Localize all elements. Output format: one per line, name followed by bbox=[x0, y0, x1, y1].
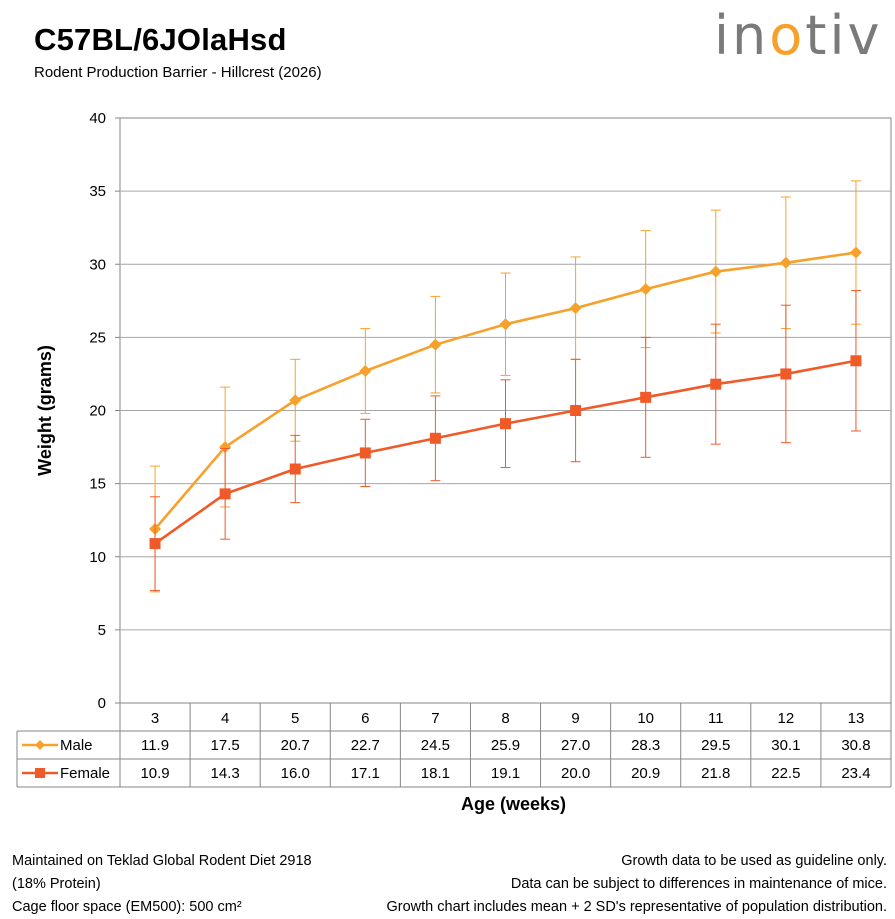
data-point-male bbox=[499, 318, 512, 331]
page-title: C57BL/6JOlaHsd bbox=[34, 22, 287, 57]
data-label: 30.8 bbox=[841, 737, 870, 754]
notes-right: Growth data to be used as guideline only… bbox=[387, 850, 887, 919]
data-point-female bbox=[570, 405, 582, 416]
note-left-line: (18% Protein) bbox=[12, 876, 101, 892]
data-point-male bbox=[429, 338, 442, 351]
data-point-female bbox=[219, 488, 231, 500]
note-right-line: Data can be subject to differences in ma… bbox=[510, 876, 887, 892]
note-right-line: Growth data to be used as guideline only… bbox=[621, 853, 887, 869]
data-label: 22.7 bbox=[351, 737, 380, 754]
note-left-line: Maintained on Teklad Global Rodent Diet … bbox=[12, 853, 312, 869]
data-label: 21.8 bbox=[701, 765, 730, 782]
data-label: 20.0 bbox=[561, 765, 590, 782]
x-tick-label: 3 bbox=[151, 710, 159, 727]
data-point-female bbox=[359, 447, 371, 459]
legend-marker bbox=[35, 768, 45, 778]
y-tick-label: 35 bbox=[89, 183, 106, 200]
data-point-male bbox=[219, 441, 232, 454]
data-label: 19.1 bbox=[491, 765, 520, 782]
data-label: 23.4 bbox=[841, 765, 870, 782]
y-tick-label: 20 bbox=[89, 403, 106, 420]
data-point-female bbox=[640, 391, 652, 403]
legend-label-male: Male bbox=[60, 737, 93, 754]
data-label: 24.5 bbox=[421, 737, 450, 754]
y-tick-label: 30 bbox=[89, 256, 106, 273]
x-axis-label: Age (weeks) bbox=[461, 794, 566, 814]
y-tick-label: 40 bbox=[89, 110, 106, 127]
data-label: 16.0 bbox=[281, 765, 310, 782]
data-point-female bbox=[289, 463, 301, 475]
y-axis-label: Weight (grams) bbox=[35, 345, 55, 476]
x-tick-label: 9 bbox=[571, 710, 579, 727]
x-tick-label: 4 bbox=[221, 710, 229, 727]
data-label: 10.9 bbox=[140, 765, 169, 782]
data-label: 20.7 bbox=[281, 737, 310, 754]
logo-text-pre: in bbox=[714, 4, 770, 67]
data-label: 17.1 bbox=[351, 765, 380, 782]
data-label: 28.3 bbox=[631, 737, 660, 754]
data-label: 30.1 bbox=[771, 737, 800, 754]
data-label: 20.9 bbox=[631, 765, 660, 782]
y-tick-label: 25 bbox=[89, 329, 106, 346]
notes-left: Maintained on Teklad Global Rodent Diet … bbox=[12, 850, 312, 919]
y-tick-label: 0 bbox=[98, 695, 106, 712]
data-label: 27.0 bbox=[561, 737, 590, 754]
y-tick-label: 15 bbox=[89, 476, 106, 493]
data-label: 11.9 bbox=[141, 737, 169, 754]
data-point-female bbox=[149, 538, 161, 550]
x-tick-label: 10 bbox=[637, 710, 654, 727]
data-point-female bbox=[850, 355, 862, 367]
data-point-male bbox=[709, 265, 722, 278]
logo-text-post: tiv bbox=[805, 4, 883, 67]
x-tick-label: 6 bbox=[361, 710, 369, 727]
data-point-female bbox=[429, 432, 441, 444]
x-tick-label: 11 bbox=[708, 710, 724, 727]
growth-chart: 0 5 10 15 20 25 30 35 40 Weight (grams) 3 4 5 6 7 8 9 10 1… bbox=[16, 110, 892, 814]
page-subtitle: Rodent Production Barrier - Hillcrest (2… bbox=[34, 64, 322, 81]
data-point-male bbox=[639, 283, 652, 296]
data-point-female bbox=[710, 378, 722, 390]
y-tick-label: 5 bbox=[98, 622, 106, 639]
data-label: 17.5 bbox=[211, 737, 240, 754]
data-point-male bbox=[849, 246, 862, 259]
x-tick-label: 13 bbox=[848, 710, 865, 727]
brand-logo: inotiv bbox=[714, 4, 882, 67]
note-left-line: Cage floor space (EM500): 500 cm² bbox=[12, 899, 242, 915]
data-point-female bbox=[780, 368, 792, 380]
x-tick-label: 7 bbox=[431, 710, 439, 727]
x-tick-label: 12 bbox=[778, 710, 795, 727]
data-point-male bbox=[779, 256, 792, 269]
data-label: 14.3 bbox=[211, 765, 240, 782]
data-label: 29.5 bbox=[701, 737, 730, 754]
data-label: 22.5 bbox=[771, 765, 800, 782]
y-tick-label: 10 bbox=[89, 549, 106, 566]
data-label: 25.9 bbox=[491, 737, 520, 754]
data-point-male bbox=[569, 302, 582, 315]
note-right-line: Growth chart includes mean + 2 SD's repr… bbox=[386, 899, 887, 915]
data-point-female bbox=[500, 418, 511, 430]
legend-label-female: Female bbox=[60, 765, 110, 782]
data-label: 18.1 bbox=[421, 765, 450, 782]
data-point-male bbox=[359, 365, 372, 378]
x-tick-label: 5 bbox=[291, 710, 299, 727]
data-point-male bbox=[289, 394, 302, 407]
x-tick-label: 8 bbox=[501, 710, 509, 727]
legend-marker bbox=[35, 740, 45, 750]
logo-text-accent: o bbox=[769, 4, 806, 67]
